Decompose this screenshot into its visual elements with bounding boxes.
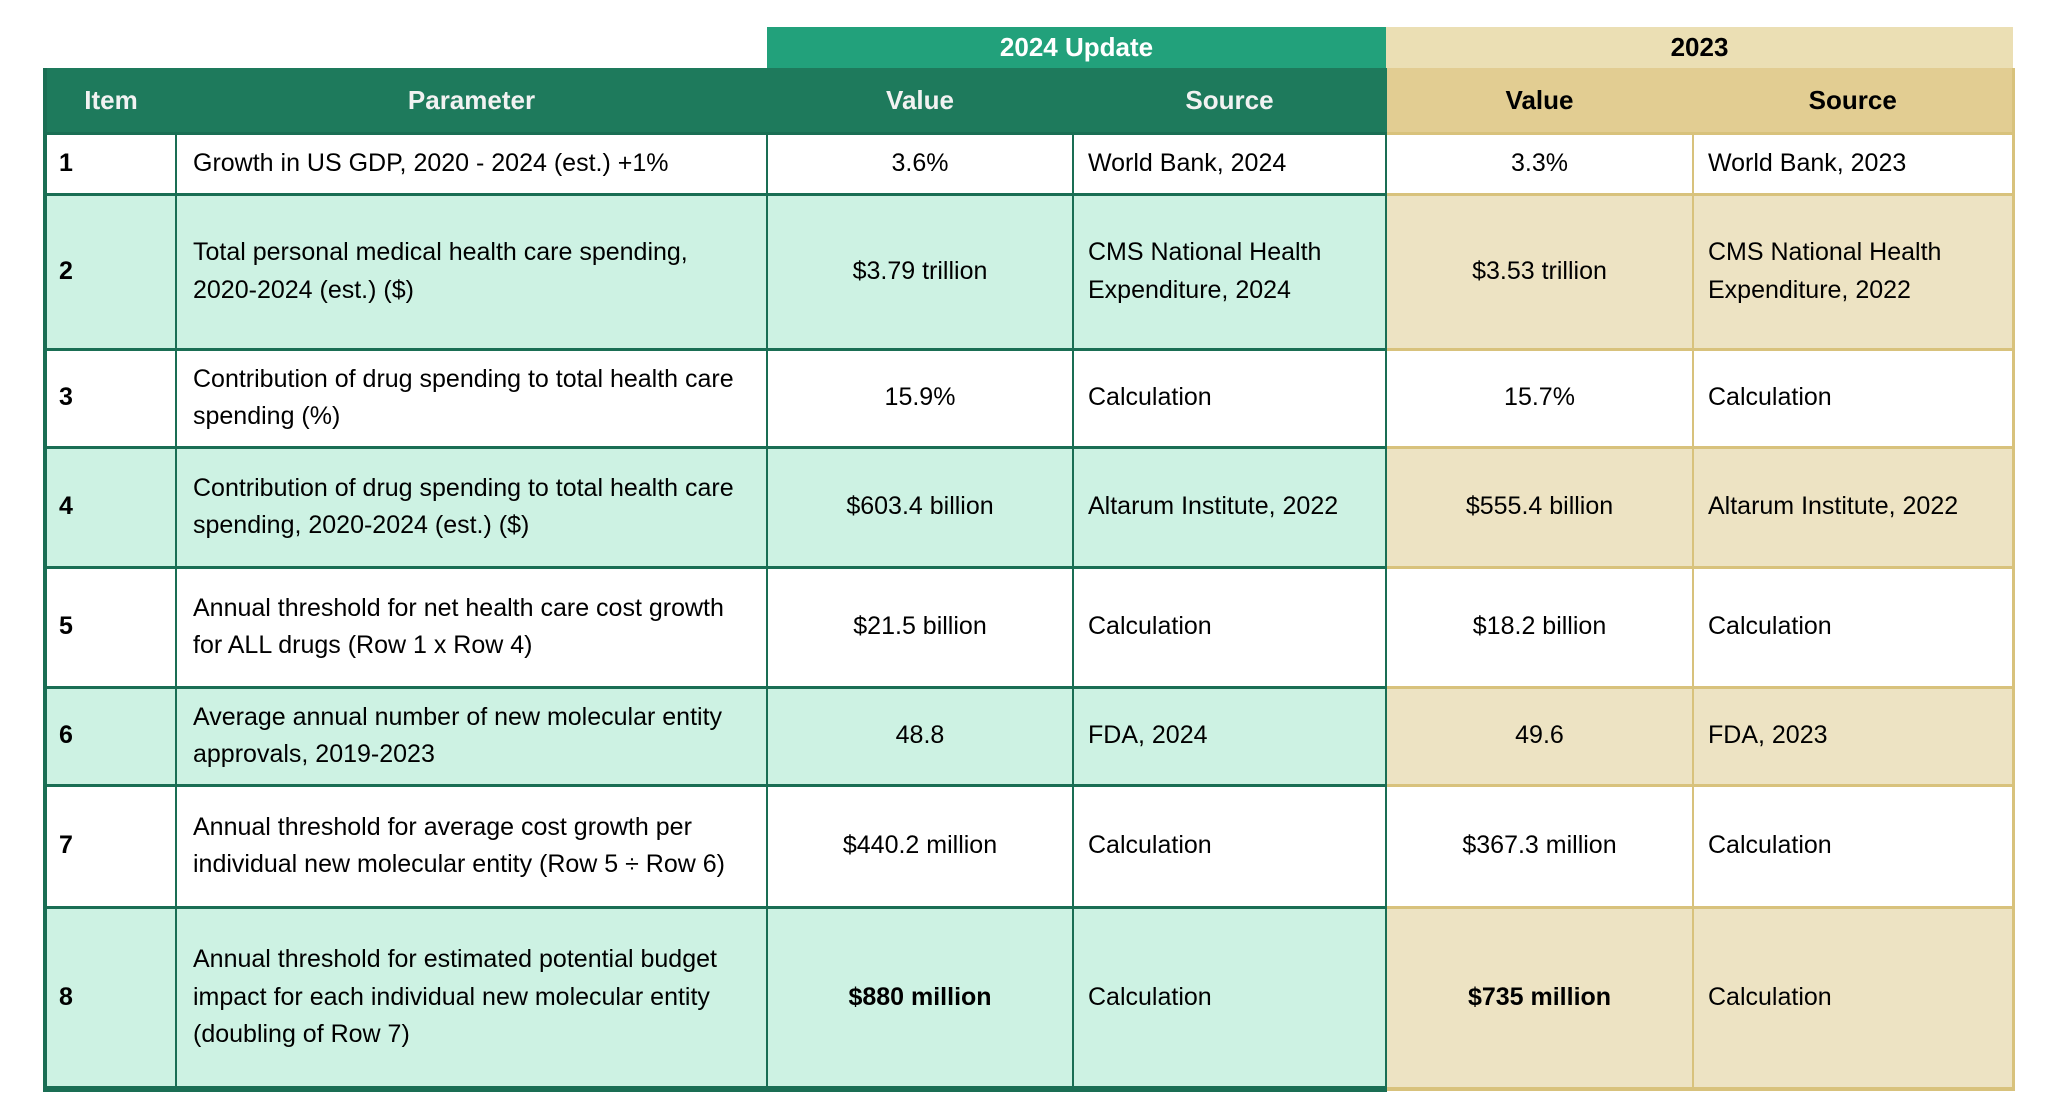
cell-parameter: Contribution of drug spending to total h…	[175, 347, 768, 449]
cell-source-2024: Calculation	[1072, 347, 1387, 449]
cell-source-2023: World Bank, 2023	[1693, 132, 2015, 196]
cell-source-2023: Calculation	[1693, 905, 2015, 1091]
column-group-header-row: 2024 Update 2023	[45, 27, 2013, 68]
cell-parameter: Annual threshold for average cost growth…	[175, 783, 768, 909]
cell-parameter: Annual threshold for net health care cos…	[175, 565, 768, 689]
cell-value-2023: 49.6	[1386, 685, 1694, 787]
cell-value-2024: $21.5 billion	[766, 565, 1074, 689]
table-row-4: 4 Contribution of drug spending to total…	[43, 445, 2015, 569]
table-row-6: 6 Average annual number of new molecular…	[43, 685, 2015, 787]
cell-source-2024: FDA, 2024	[1072, 685, 1387, 787]
cell-value-2024: $440.2 million	[766, 783, 1074, 909]
budget-impact-threshold-table: 2024 Update 2023 Item Parameter Value So…	[43, 27, 2015, 1092]
cell-value-2023: $3.53 trillion	[1386, 192, 1694, 351]
cell-value-2024: 48.8	[766, 685, 1074, 787]
cell-parameter: Contribution of drug spending to total h…	[175, 445, 768, 569]
col-header-item: Item	[43, 68, 177, 135]
cell-source-2024: Altarum Institute, 2022	[1072, 445, 1387, 569]
table-row-3: 3 Contribution of drug spending to total…	[43, 347, 2015, 449]
cell-item: 2	[43, 192, 177, 351]
cell-source-2024: World Bank, 2024	[1072, 132, 1387, 196]
cell-value-2023: 15.7%	[1386, 347, 1694, 449]
cell-source-2023: Calculation	[1693, 783, 2015, 909]
col-header-source-2024: Source	[1072, 68, 1387, 135]
cell-parameter: Annual threshold for estimated potential…	[175, 905, 768, 1092]
cell-item: 6	[43, 685, 177, 787]
cell-source-2024: Calculation	[1072, 783, 1387, 909]
cell-value-2023: $735 million	[1386, 905, 1694, 1091]
col-header-source-2023: Source	[1692, 68, 2015, 135]
cell-value-2023: $367.3 million	[1386, 783, 1694, 909]
group-header-2024-update: 2024 Update	[767, 27, 1386, 68]
cell-item: 8	[43, 905, 177, 1092]
cell-item: 1	[43, 132, 177, 196]
cell-source-2023: CMS National Health Expenditure, 2022	[1693, 192, 2015, 351]
cell-value-2024: 3.6%	[766, 132, 1074, 196]
cell-value-2024: $603.4 billion	[766, 445, 1074, 569]
cell-parameter: Total personal medical health care spend…	[175, 192, 768, 351]
cell-parameter: Average annual number of new molecular e…	[175, 685, 768, 787]
cell-item: 5	[43, 565, 177, 689]
cell-value-2023: 3.3%	[1386, 132, 1694, 196]
table-row-8: 8 Annual threshold for estimated potenti…	[43, 905, 2015, 1092]
cell-source-2023: Altarum Institute, 2022	[1693, 445, 2015, 569]
cell-source-2024: Calculation	[1072, 565, 1387, 689]
col-header-value-2023: Value	[1385, 68, 1694, 135]
col-header-parameter: Parameter	[175, 68, 768, 135]
group-header-spacer	[45, 27, 767, 68]
cell-source-2023: Calculation	[1693, 347, 2015, 449]
cell-value-2024: $3.79 trillion	[766, 192, 1074, 351]
cell-source-2024: Calculation	[1072, 905, 1387, 1092]
col-header-value-2024: Value	[766, 68, 1074, 135]
cell-value-2024: 15.9%	[766, 347, 1074, 449]
cell-source-2024: CMS National Health Expenditure, 2024	[1072, 192, 1387, 351]
cell-item: 4	[43, 445, 177, 569]
cell-source-2023: FDA, 2023	[1693, 685, 2015, 787]
cell-item: 3	[43, 347, 177, 449]
table-row-1: 1 Growth in US GDP, 2020 - 2024 (est.) +…	[43, 132, 2015, 196]
cell-source-2023: Calculation	[1693, 565, 2015, 689]
cell-item: 7	[43, 783, 177, 909]
cell-value-2023: $18.2 billion	[1386, 565, 1694, 689]
table-row-5: 5 Annual threshold for net health care c…	[43, 565, 2015, 689]
group-header-2023: 2023	[1386, 27, 2013, 68]
cell-value-2024: $880 million	[766, 905, 1074, 1092]
table-row-7: 7 Annual threshold for average cost grow…	[43, 783, 2015, 909]
cell-value-2023: $555.4 billion	[1386, 445, 1694, 569]
cell-parameter: Growth in US GDP, 2020 - 2024 (est.) +1%	[175, 132, 768, 196]
column-header-row: Item Parameter Value Source Value Source	[43, 68, 2015, 135]
table-row-2: 2 Total personal medical health care spe…	[43, 192, 2015, 351]
